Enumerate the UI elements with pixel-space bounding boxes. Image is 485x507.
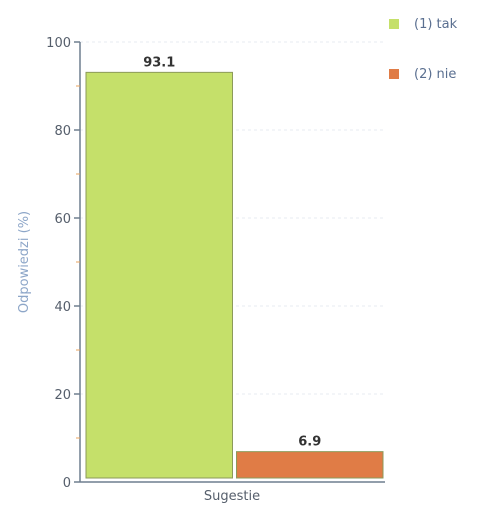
y-tick-label: 100 — [46, 36, 71, 51]
y-tick-label: 0 — [63, 476, 71, 491]
legend: (1) tak (2) nie — [389, 17, 458, 82]
legend-label-1: (1) tak — [414, 17, 458, 32]
y-tick-label: 40 — [54, 300, 71, 315]
data-labels: 93.1 6.9 — [143, 55, 321, 449]
y-tick-label: 80 — [54, 124, 71, 139]
legend-swatch-2 — [389, 69, 399, 79]
y-tick-label: 20 — [54, 388, 71, 403]
y-tick-label: 60 — [54, 212, 71, 227]
bar-1 — [85, 71, 233, 479]
data-label-2: 6.9 — [298, 435, 321, 450]
bar-2 — [236, 451, 384, 479]
data-label-1: 93.1 — [143, 55, 175, 70]
legend-swatch-1 — [389, 19, 399, 29]
bars — [85, 71, 384, 479]
y-ticks: 0 20 40 60 80 100 — [46, 36, 80, 491]
x-axis-title: Sugestie — [204, 489, 260, 504]
y-axis-title: Odpowiedzi (%) — [17, 211, 32, 313]
legend-label-2: (2) nie — [414, 67, 456, 82]
